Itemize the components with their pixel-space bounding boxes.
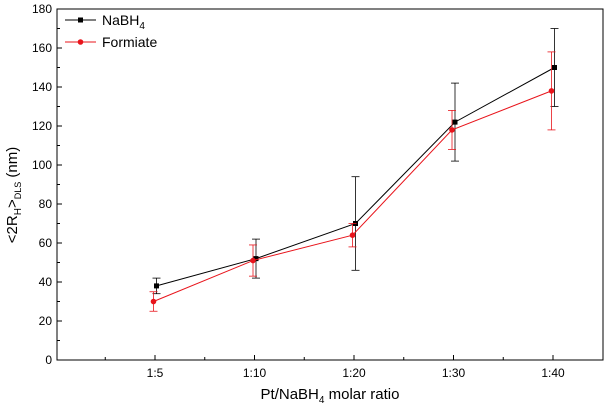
data-point: [349, 232, 356, 238]
y-tick-label: 0: [45, 353, 52, 367]
data-point: [548, 88, 555, 94]
data-point: [253, 256, 259, 262]
x-tick-label: 1:10: [243, 366, 267, 380]
x-tick-label: 1:40: [541, 366, 565, 380]
data-point: [452, 119, 458, 125]
series-formiate: [149, 51, 556, 312]
series-layer: [149, 28, 559, 312]
y-tick-label: 20: [39, 314, 53, 328]
axes: 0 20 40 60 80 100 120 140 160 180 1:5 1:10 1:20 1:30 1…: [32, 2, 604, 380]
data-point: [154, 283, 159, 289]
y-tick-label: 180: [32, 2, 52, 16]
y-tick-label: 40: [39, 275, 53, 289]
x-tick-label: 1:5: [147, 366, 164, 380]
legend-item-formiate: Formiate: [65, 34, 157, 50]
legend: NaBH4 Formiate: [65, 12, 157, 50]
data-point: [150, 298, 157, 305]
data-point: [449, 127, 455, 133]
legend-label: NaBH4: [102, 12, 145, 32]
y-tick-label: 120: [32, 119, 52, 133]
y-tick-label: 80: [39, 197, 53, 211]
y-tick-label: 60: [39, 236, 53, 250]
y-tick-label: 160: [32, 41, 52, 55]
data-point: [552, 65, 557, 70]
plot-frame: [56, 8, 604, 361]
legend-label: Formiate: [102, 34, 157, 50]
series-nabh4: [152, 28, 559, 295]
legend-marker: [77, 39, 84, 45]
y-tick-label: 140: [32, 80, 52, 94]
x-tick-label: 1:20: [342, 366, 366, 380]
x-tick-label: 1:30: [442, 366, 466, 380]
y-axis-title: <2RH>DLS (nm): [4, 147, 24, 243]
data-point: [250, 257, 256, 264]
y-tick-label: 100: [32, 158, 52, 172]
legend-item-nabh4: NaBH4: [65, 12, 145, 32]
legend-marker: [78, 17, 83, 23]
x-axis-title: Pt/NaBH4 molar ratio: [261, 386, 400, 406]
